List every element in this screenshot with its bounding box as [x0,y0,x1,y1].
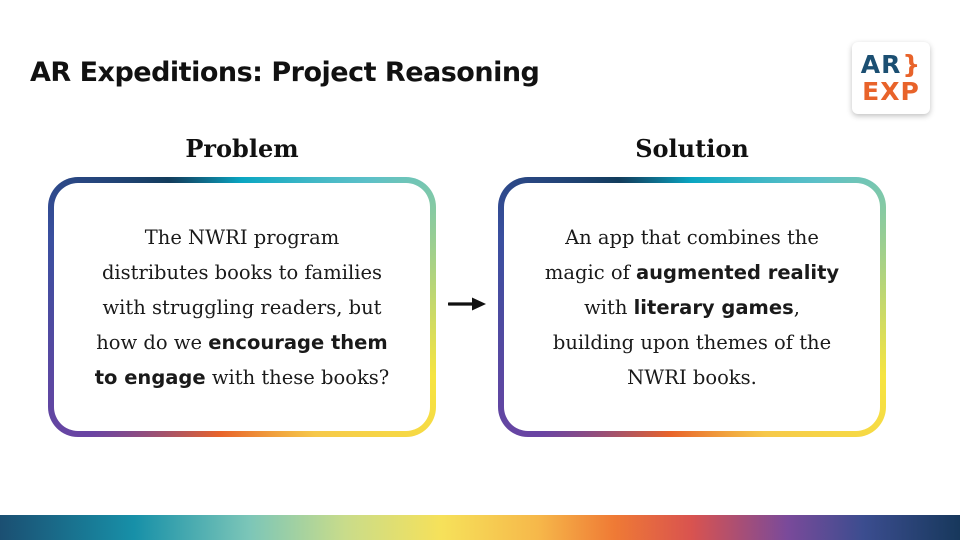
problem-text: The NWRI program distributes books to fam… [95,220,390,395]
body-text: NWRI books. [627,365,757,389]
ar-exp-logo: AR} EXP [852,42,930,114]
logo-top-line: AR} [861,52,921,77]
body-text: The NWRI program [144,225,340,249]
emphasis-text: to engage [94,365,206,389]
emphasis-text: literary games [633,295,794,319]
body-text: An app that combines the [565,225,819,249]
solution-box: An app that combines the magic of augment… [498,177,886,437]
body-text: building upon themes of the [552,330,832,354]
logo-bracket: } [902,50,922,79]
footer-gradient-bar [0,515,960,540]
solution-text: An app that combines the magic of augment… [545,220,839,395]
solution-box-inner: An app that combines the magic of augment… [504,183,880,431]
body-text: distributes books to families [101,260,383,284]
logo-ar-text: AR [860,50,902,79]
body-text: how do we [96,330,209,354]
body-text: with struggling readers, but [102,295,382,319]
body-text: with these books? [205,365,390,389]
body-text: magic of [544,260,636,284]
problem-box: The NWRI program distributes books to fam… [48,177,436,437]
slide-title: AR Expeditions: Project Reasoning [30,57,540,88]
body-text: with [584,295,634,319]
logo-exp-text: EXP [862,77,920,106]
problem-box-inner: The NWRI program distributes books to fam… [54,183,430,431]
solution-heading: Solution [635,134,749,163]
arrow-right-icon [448,297,486,311]
emphasis-text: augmented reality [636,260,840,284]
body-text: , [793,295,800,319]
emphasis-text: encourage them [208,330,388,354]
problem-heading: Problem [185,134,299,163]
